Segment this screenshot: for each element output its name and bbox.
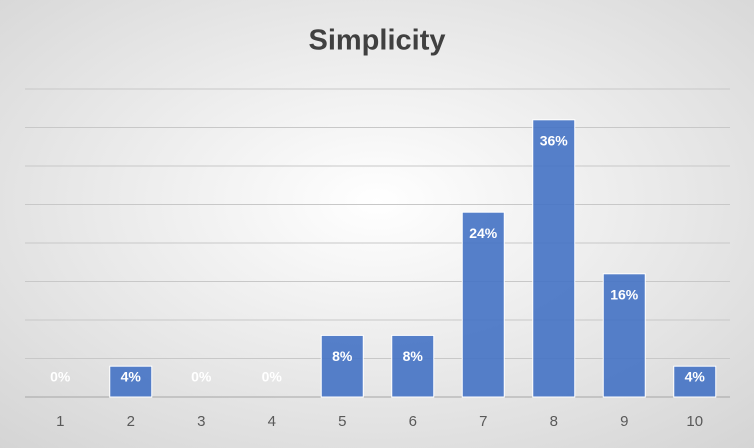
chart-title: Simplicity [309,25,446,57]
data-label: 0% [262,369,283,385]
x-tick-label: 8 [550,413,558,430]
bar [673,365,717,398]
x-tick-label: 3 [197,413,205,430]
data-label: 4% [685,369,706,385]
x-tick-label: 4 [268,413,276,430]
x-tick-label: 9 [620,413,628,430]
x-tick-label: 5 [338,413,346,430]
data-label: 4% [121,369,142,385]
data-label: 8% [403,348,424,364]
data-label: 0% [50,369,71,385]
data-label: 24% [469,225,498,241]
x-tick-label: 7 [479,413,487,430]
data-label: 16% [610,287,639,303]
bar [391,334,435,398]
data-label: 36% [540,133,569,149]
bar [532,119,576,398]
bar [602,273,646,398]
bar [320,334,364,398]
bar [461,211,505,398]
x-tick-label: 6 [409,413,417,430]
x-tick-label: 1 [56,413,64,430]
data-label: 8% [332,348,353,364]
x-tick-label: 2 [127,413,135,430]
bar [109,365,153,398]
x-tick-label: 10 [686,413,703,430]
data-label: 0% [191,369,212,385]
